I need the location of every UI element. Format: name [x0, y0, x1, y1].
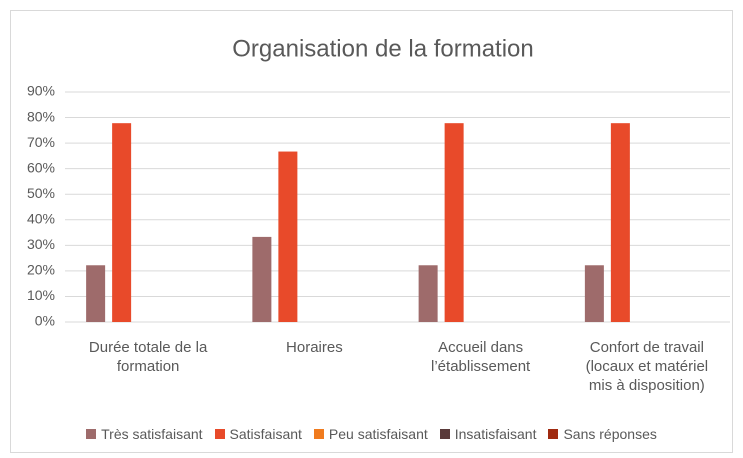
bar: [278, 151, 298, 322]
y-tick-label: 70%: [27, 134, 55, 150]
bar: [112, 123, 132, 322]
bar: [610, 123, 630, 322]
legend-swatch: [548, 429, 559, 439]
legend-label: Peu satisfaisant: [328, 426, 428, 442]
y-tick-label: 20%: [27, 262, 55, 278]
legend: Très satisfaisant Satisfaisant Peu satisfa…: [0, 426, 743, 442]
legend-label: Satisfaisant: [229, 426, 302, 442]
bar: [86, 265, 106, 322]
y-tick-label: 90%: [27, 83, 55, 99]
legend-label: Sans réponses: [563, 426, 657, 442]
chart-border: [10, 10, 733, 453]
bar: [418, 265, 438, 322]
legend-swatch: [313, 429, 324, 439]
legend-swatch: [439, 429, 450, 439]
bar: [444, 123, 464, 322]
legend-item: Insatisfaisant: [439, 426, 537, 442]
legend-item: Peu satisfaisant: [313, 426, 428, 442]
chart-title: Organisation de la formation: [232, 35, 534, 62]
y-tick-label: 60%: [27, 159, 55, 175]
bar: [584, 265, 604, 322]
legend-label: Très satisfaisant: [101, 426, 203, 442]
legend-label: Insatisfaisant: [454, 426, 537, 442]
legend-item: Sans réponses: [548, 426, 657, 442]
legend-item: Très satisfaisant: [86, 426, 203, 442]
x-tick-label: Accueil dans l’établissement: [431, 339, 531, 375]
y-tick-label: 80%: [27, 108, 55, 124]
x-tick-label: Durée totale de la formation: [88, 339, 208, 375]
x-tick-label: Horaires: [286, 339, 343, 356]
y-tick-label: 10%: [27, 287, 55, 303]
y-tick-label: 30%: [27, 236, 55, 252]
legend-item: Satisfaisant: [214, 426, 302, 442]
bar: [252, 236, 272, 322]
x-tick-label: Confort de travail (locaux et matériel m…: [585, 339, 709, 394]
y-tick-label: 0%: [35, 313, 55, 329]
y-tick-label: 40%: [27, 210, 55, 226]
legend-swatch: [86, 429, 97, 439]
y-tick-label: 50%: [27, 185, 55, 201]
legend-swatch: [214, 429, 225, 439]
